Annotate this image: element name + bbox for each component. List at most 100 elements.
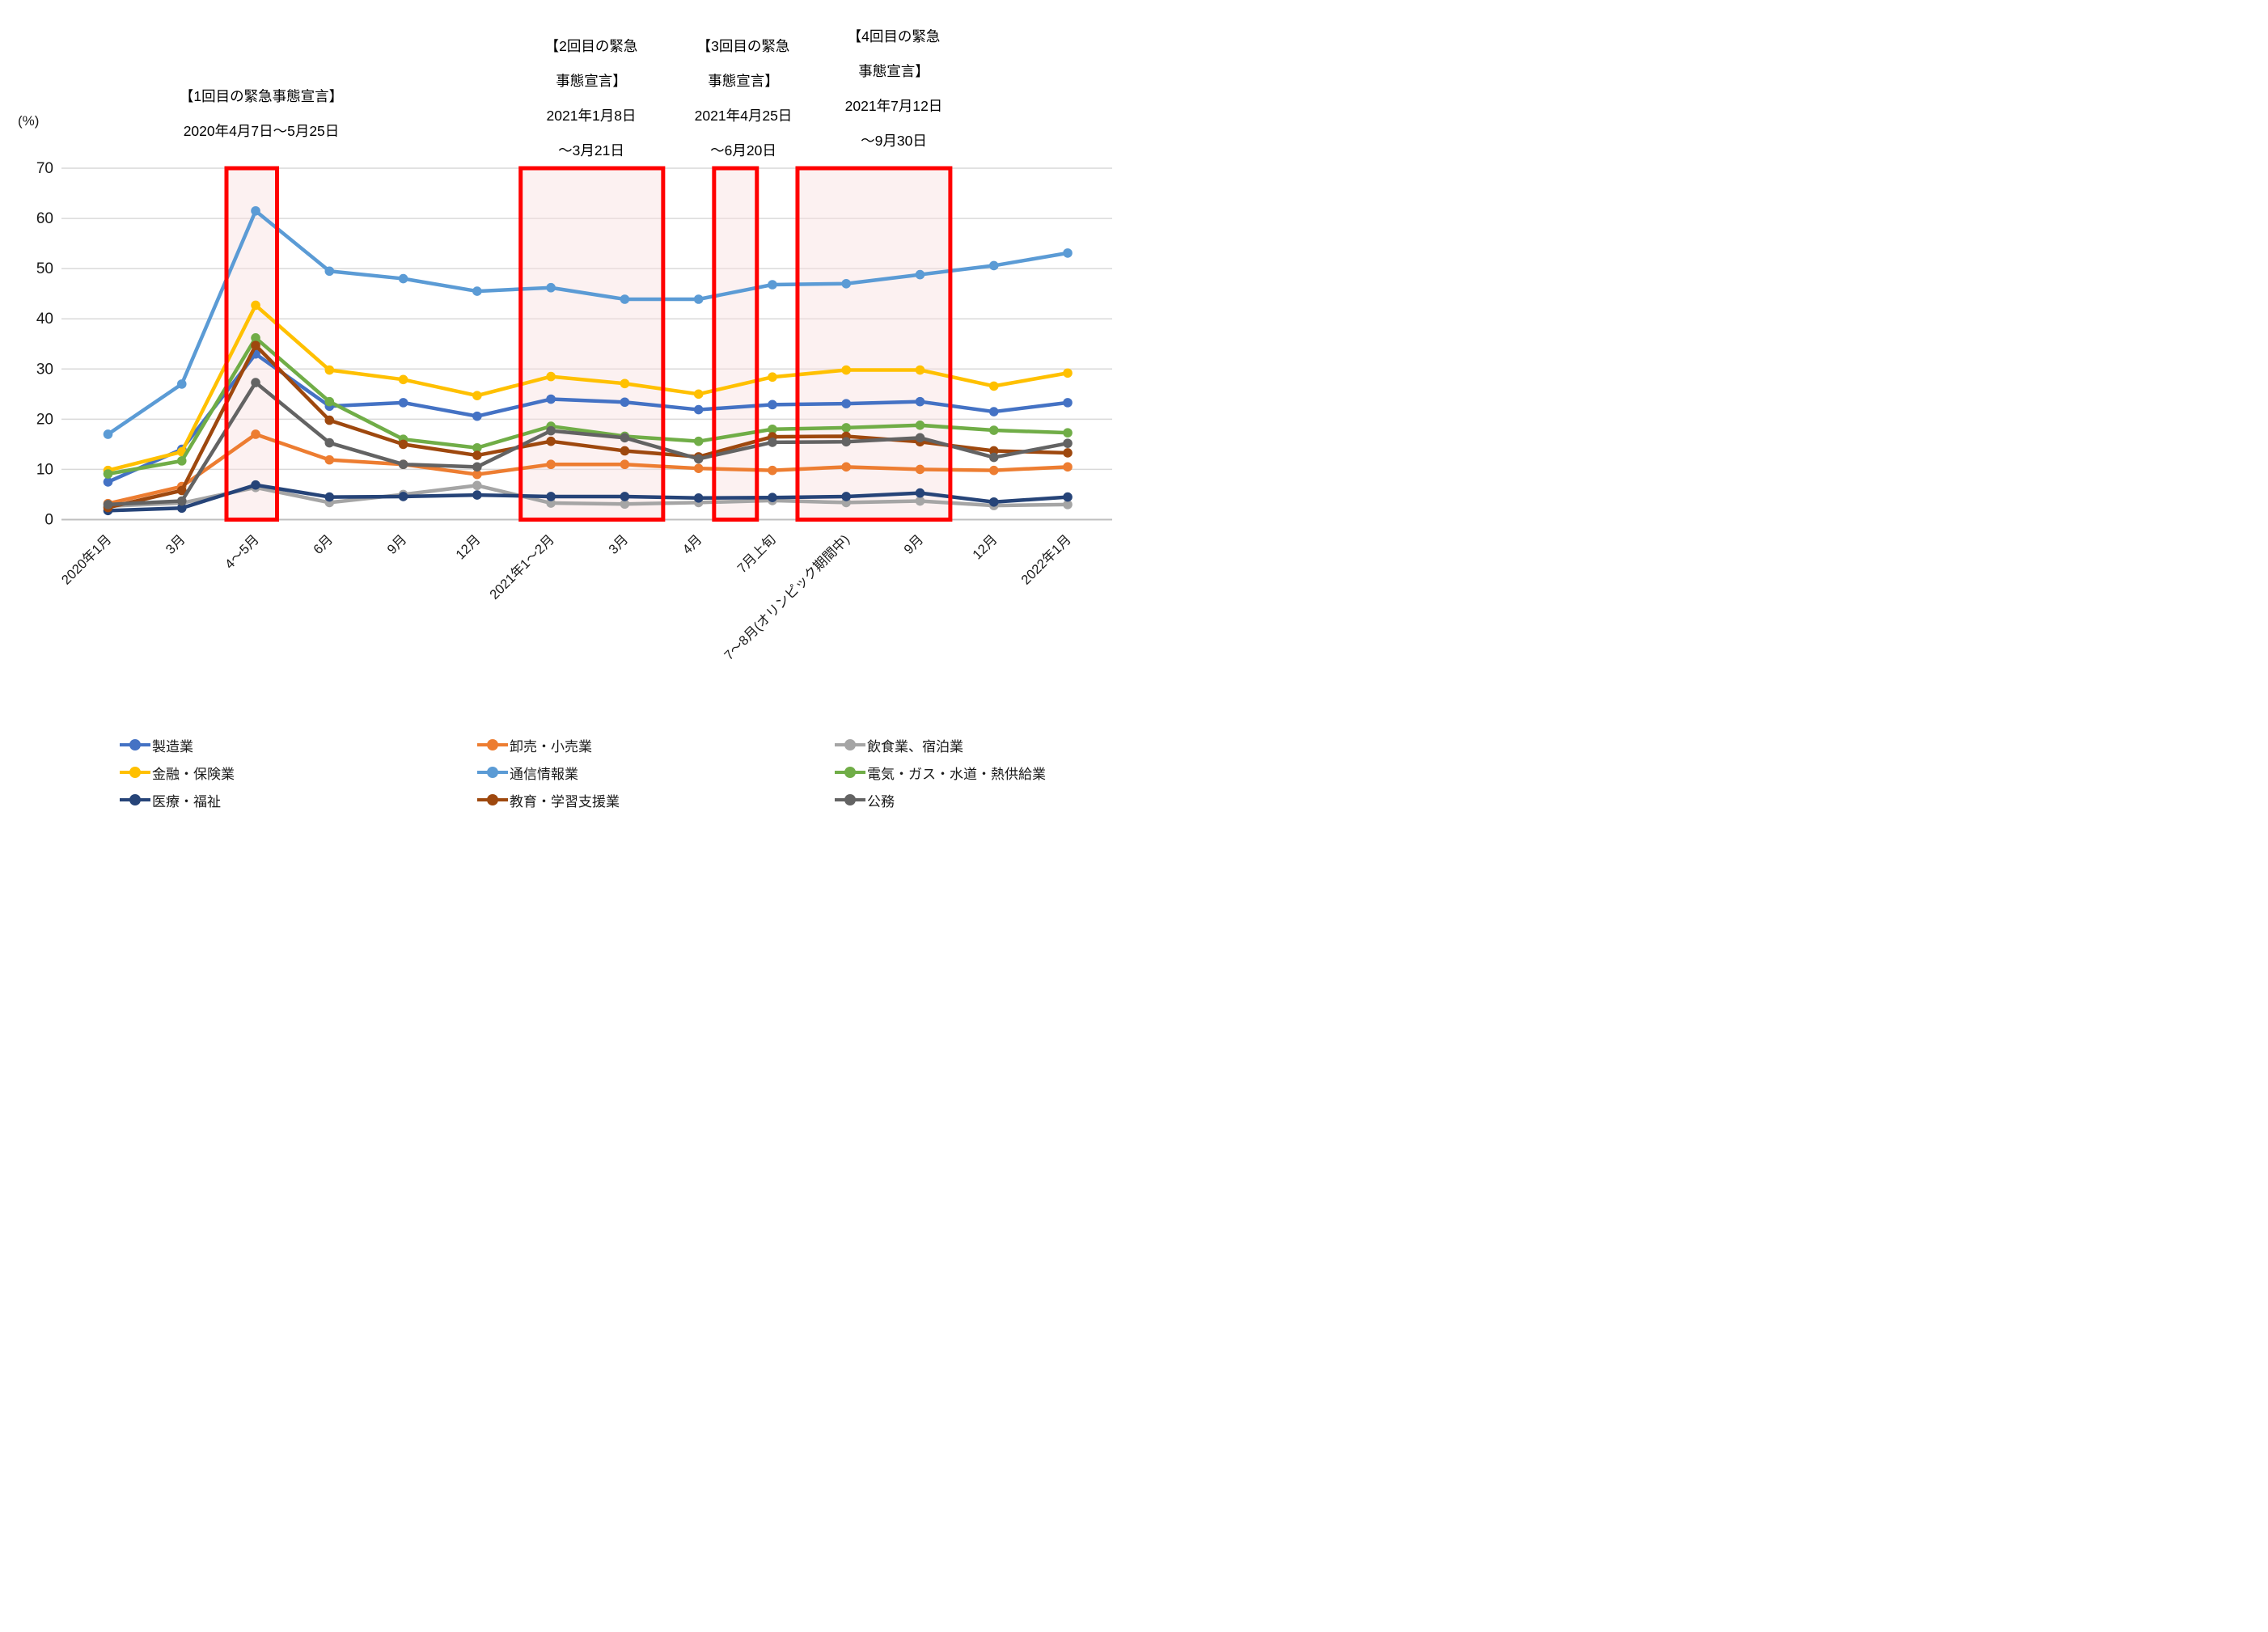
annotation-line: ～9月30日 [861,133,927,149]
data-point-金融・保険業-12月 [988,381,999,391]
data-point-卸売・小売業-7～8月(オリンピック期間中) [841,462,851,472]
data-point-製造業-7月上旬 [768,400,777,410]
data-point-金融・保険業-2021年1～2月 [546,371,556,382]
data-point-電気・ガス・水道・熱供給業-3月 [176,456,187,466]
data-point-通信情報業-6月 [324,266,335,277]
data-point-医療・福祉-4月 [693,493,704,503]
data-point-卸売・小売業-2021年1～2月 [546,459,556,470]
series-line-金融・保険業 [107,303,1068,472]
data-point-通信情報業-7月上旬 [768,280,777,290]
x-tick-label-3月: 3月 [163,532,188,557]
data-point-通信情報業-2022年1月 [1063,248,1073,258]
data-point-公務-3月 [620,433,630,443]
series-line-医療・福祉 [108,483,1068,513]
data-point-医療・福祉-7～8月(オリンピック期間中) [841,492,851,501]
data-point-卸売・小売業-4月 [693,463,704,473]
data-point-教育・学習支援業-4～5月 [251,340,260,350]
data-point-公務-2020年1月 [103,500,113,509]
data-point-製造業-12月 [988,407,999,416]
data-point-公務-12月 [472,462,482,472]
data-point-公務-7～8月(オリンピック期間中) [841,437,851,447]
x-tick-label-2022年1月: 2022年1月 [1018,531,1074,587]
series-line-製造業 [107,352,1068,484]
series-line-公務 [108,380,1068,507]
data-point-教育・学習支援業-12月 [472,450,482,460]
data-point-電気・ガス・水道・熱供給業-6月 [324,396,335,407]
data-point-通信情報業-3月 [620,294,630,304]
annotation-line: 事態宣言】 [556,73,627,89]
data-point-卸売・小売業-3月 [620,459,630,470]
data-point-教育・学習支援業-3月 [620,446,630,456]
data-point-医療・福祉-9月 [915,488,925,498]
data-point-医療・福祉-6月 [324,492,335,502]
emergency-period-box-2 [518,166,666,522]
data-point-教育・学習支援業-6月 [324,415,335,425]
x-tick-label-12月: 12月 [453,532,483,562]
emergency-period-shading-2 [520,168,663,520]
telework-rate-by-industry-chart: (%) 【1回目の緊急事態宣言】 2020年4月7日～5月25日 【2回目の緊急事… [0,0,1134,816]
data-point-電気・ガス・水道・熱供給業-12月 [472,442,482,453]
data-point-医療・福祉-3月 [176,503,187,514]
data-point-教育・学習支援業-2021年1～2月 [546,436,556,446]
data-point-金融・保険業-2022年1月 [1063,368,1073,378]
annotation-line: 事態宣言】 [858,63,929,79]
data-point-卸売・小売業-6月 [324,455,335,465]
data-point-医療・福祉-3月 [620,492,630,501]
x-tick-label-7月上旬: 7月上旬 [734,531,779,576]
x-tick-label-4月: 4月 [680,532,705,557]
x-tick-label-12月: 12月 [970,532,1000,562]
x-tick-label-9月: 9月 [901,532,926,557]
data-point-金融・保険業-6月 [324,365,335,375]
data-point-公務-9月 [398,459,408,470]
annotation-line: 【1回目の緊急事態宣言】 [179,88,344,104]
data-point-公務-6月 [324,438,335,448]
y-tick-label-40: 40 [36,311,53,328]
data-point-教育・学習支援業-2022年1月 [1063,448,1073,458]
data-point-医療・福祉-12月 [472,490,482,500]
data-point-金融・保険業-4～5月 [251,300,260,311]
series-line-卸売・小売業 [107,432,1068,505]
data-point-製造業-12月 [472,411,482,421]
data-point-電気・ガス・水道・熱供給業-4～5月 [251,333,260,343]
y-tick-label-50: 50 [36,260,53,277]
emergency-declaration-annotation-2: 【2回目の緊急 事態宣言】 2021年1月8日 ～3月21日 [545,34,638,173]
data-point-電気・ガス・水道・熱供給業-2020年1月 [103,469,113,479]
data-point-医療・福祉-2021年1～2月 [546,492,556,501]
data-point-通信情報業-12月 [472,286,482,296]
data-point-通信情報業-2020年1月 [103,429,113,439]
data-point-公務-7月上旬 [768,438,777,447]
data-point-教育・学習支援業-9月 [398,439,408,450]
data-point-金融・保険業-9月 [398,374,408,385]
data-point-製造業-2021年1～2月 [546,394,556,404]
x-tick-label-6月: 6月 [311,532,336,557]
data-point-電気・ガス・水道・熱供給業-7月上旬 [768,424,777,434]
data-point-公務-4月 [693,454,704,464]
x-tick-label-4～5月: 4～5月 [222,532,262,572]
data-point-飲食業、宿泊業-2022年1月 [1063,500,1073,509]
data-point-飲食業、宿泊業-2021年1～2月 [546,498,556,508]
data-point-卸売・小売業-9月 [915,464,925,475]
data-point-通信情報業-4月 [693,294,704,304]
series-line-教育・学習支援業 [107,343,1068,509]
data-point-電気・ガス・水道・熱供給業-9月 [915,421,925,430]
series-line-飲食業、宿泊業 [108,484,1068,508]
data-point-電気・ガス・水道・熱供給業-7～8月(オリンピック期間中) [841,423,851,433]
x-tick-label-7～8月(オリンピック期間中): 7～8月(オリンピック期間中) [721,531,853,663]
emergency-declaration-annotation-1: 【1回目の緊急事態宣言】 2020年4月7日～5月25日 [180,84,343,154]
y-axis-unit-label: (%) [18,113,40,129]
x-tick-label-3月: 3月 [606,532,631,557]
data-point-電気・ガス・水道・熱供給業-4月 [693,436,704,446]
data-point-教育・学習支援業-3月 [176,485,187,496]
data-point-公務-12月 [988,452,999,463]
x-tick-label-2020年1月: 2020年1月 [58,531,114,587]
data-point-公務-2022年1月 [1063,438,1073,448]
annotation-line: ～6月20日 [710,142,776,159]
data-point-金融・保険業-7～8月(オリンピック期間中) [841,365,851,375]
emergency-declaration-annotation-3: 【3回目の緊急 事態宣言】 2021年4月25日 ～6月20日 [695,34,793,173]
data-point-医療・福祉-12月 [988,497,999,507]
annotation-line: 2020年4月7日～5月25日 [183,123,340,139]
series-line-通信情報業 [107,209,1068,436]
x-tick-label-2021年1～2月: 2021年1～2月 [487,531,557,602]
annotation-line: 2021年1月8日 [546,108,637,124]
